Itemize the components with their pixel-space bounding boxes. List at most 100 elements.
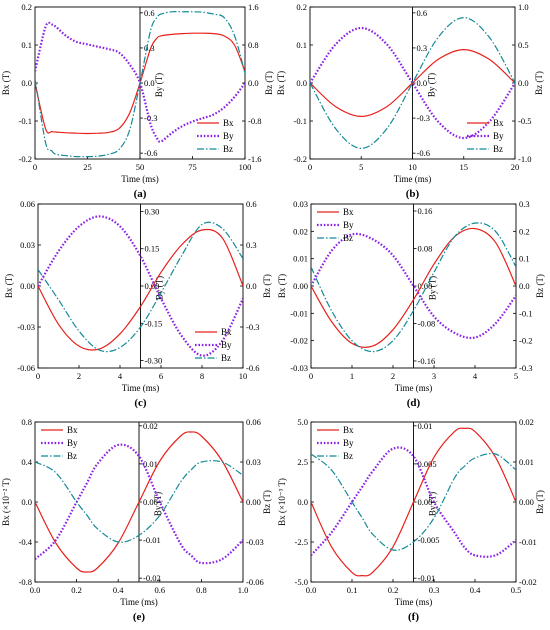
right-tick-label: 1.6 — [248, 2, 259, 12]
series-line-bz — [311, 222, 516, 353]
x-tick-label: 0.2 — [388, 585, 399, 595]
legend-label-bz: Bz — [343, 451, 353, 461]
left-tick-label: 0.00 — [20, 281, 35, 291]
mid-tick-label: 0.00 — [418, 497, 433, 507]
series-line-bx — [311, 427, 516, 577]
x-tick-label: 0.3 — [429, 585, 440, 595]
x-tick-label: 2 — [391, 371, 395, 381]
mid-tick-label: 0.01 — [143, 459, 158, 469]
left-tick-label: 0.00 — [293, 281, 308, 291]
series-line-bz — [35, 11, 245, 158]
right-axis-label: Bz (T) — [535, 274, 545, 298]
left-axis-label: Bx (T) — [277, 274, 287, 298]
right-tick-label: -0.3 — [519, 363, 532, 373]
panel-f: 0.0 0.1 0.2 0.3 0.4 0.5 Time (ms) -5.0 -2.5 0.0 2.… — [277, 417, 545, 623]
left-axis-label: Bx (×10⁻³ T) — [277, 478, 287, 526]
right-tick-label: -0.3 — [246, 322, 259, 332]
right-tick-label: 0.5 — [518, 40, 529, 50]
x-tick-label: 0.2 — [71, 585, 82, 595]
mid-tick-label: 0.30 — [145, 206, 160, 216]
x-tick-label: 0.4 — [113, 585, 124, 595]
mid-tick-label: 0.3 — [417, 43, 428, 53]
left-tick-label: -2.5 — [295, 537, 308, 547]
left-tick-label: 0.03 — [293, 199, 308, 209]
left-tick-label: -0.06 — [17, 363, 35, 373]
mid-tick-label: 0.00 — [418, 281, 433, 291]
x-tick-label: 5 — [514, 371, 518, 381]
right-tick-label: 0.00 — [519, 497, 534, 507]
panel-caption: (a) — [134, 188, 147, 200]
x-tick-label: 0 — [308, 162, 312, 172]
x-tick-label: 75 — [188, 162, 197, 172]
right-tick-label: -0.1 — [519, 308, 532, 318]
left-tick-label: -0.2 — [19, 154, 32, 164]
left-tick-label: 0.01 — [293, 254, 308, 264]
mid-tick-label: -0.005 — [418, 535, 440, 545]
legend: Bx By Bz — [41, 425, 78, 461]
panel-caption: (c) — [134, 397, 147, 409]
left-tick-label: -0.2 — [294, 154, 307, 164]
left-tick-label: 0.02 — [293, 226, 308, 236]
mid-tick-label: -0.02 — [143, 573, 161, 583]
left-tick-label: -0.03 — [290, 363, 308, 373]
panel-d: 0 1 2 3 4 5 Time (ms) -0.03 -0.02 -0.01 0.00 0.01 0.… — [277, 199, 545, 409]
legend-label-by: By — [343, 220, 354, 230]
mid-axis-label: By (T) — [155, 276, 165, 300]
right-tick-label: -0.02 — [519, 577, 537, 587]
legend-label-bx: Bx — [343, 425, 354, 435]
legend-label-bz: Bz — [343, 233, 353, 243]
right-tick-label: 0.0 — [248, 78, 259, 88]
right-tick-label: 0.1 — [519, 254, 530, 264]
series-line-bz — [310, 16, 515, 150]
legend-label-by: By — [343, 438, 354, 448]
panel-c: 0 2 4 6 8 10 Time (ms) -0.06 -0.03 0.00 0.03 0.06 Bx… — [4, 199, 272, 409]
x-tick-label: 1 — [350, 371, 354, 381]
x-tick-label: 20 — [511, 162, 520, 172]
series-line-bz — [311, 452, 516, 551]
right-axis-label: Bz (T) — [262, 490, 272, 514]
mid-tick-label: -0.01 — [418, 573, 436, 583]
x-tick-label: 0.4 — [470, 585, 481, 595]
x-tick-label: 15 — [460, 162, 469, 172]
mid-tick-label: 0.02 — [143, 421, 158, 431]
mid-tick-label: 0.3 — [144, 43, 155, 53]
panel-caption: (f) — [408, 611, 419, 623]
x-tick-label: 5 — [359, 162, 363, 172]
right-tick-label: 0.0 — [518, 78, 529, 88]
mid-tick-label: 0.6 — [144, 8, 155, 18]
x-tick-label: 0.0 — [306, 585, 317, 595]
right-tick-label: 0.01 — [519, 457, 534, 467]
left-axis-label: Bx (T) — [4, 274, 14, 298]
left-tick-label: 0.4 — [21, 457, 32, 467]
legend-label-by: By — [493, 131, 504, 141]
right-tick-label: -0.01 — [519, 537, 537, 547]
x-tick-label: 25 — [83, 162, 92, 172]
legend-label-bz: Bz — [221, 353, 231, 363]
left-tick-label: -0.1 — [19, 116, 32, 126]
x-tick-label: 10 — [408, 162, 417, 172]
series-line-by — [38, 215, 243, 357]
mid-tick-label: 0.01 — [418, 421, 433, 431]
x-tick-label: 0.0 — [30, 585, 41, 595]
mid-tick-label: -0.16 — [418, 356, 436, 366]
right-tick-label: -0.2 — [519, 336, 532, 346]
series-line-bx — [310, 48, 515, 118]
mid-axis-label: By (T) — [428, 492, 438, 516]
legend-label-bx: Bx — [343, 207, 354, 217]
mid-tick-label: 0.15 — [145, 244, 160, 254]
legend: Bx By Bz — [467, 118, 504, 154]
x-axis-label: Time (ms) — [121, 174, 158, 184]
x-tick-label: 0 — [36, 371, 40, 381]
left-tick-label: -0.4 — [19, 537, 33, 547]
left-tick-label: -0.1 — [294, 116, 307, 126]
panel-caption: (e) — [133, 611, 146, 623]
mid-tick-label: 0.00 — [145, 281, 160, 291]
left-tick-label: -0.02 — [290, 336, 308, 346]
mid-tick-label: 0.6 — [417, 8, 428, 18]
mid-tick-label: -0.08 — [418, 318, 436, 328]
legend-label-bz: Bz — [223, 144, 233, 154]
right-tick-label: -0.5 — [518, 116, 531, 126]
x-tick-label: 0.6 — [154, 585, 165, 595]
left-axis-label: Bx (×10⁻² T) — [1, 478, 11, 526]
right-tick-label: 0.00 — [246, 497, 261, 507]
